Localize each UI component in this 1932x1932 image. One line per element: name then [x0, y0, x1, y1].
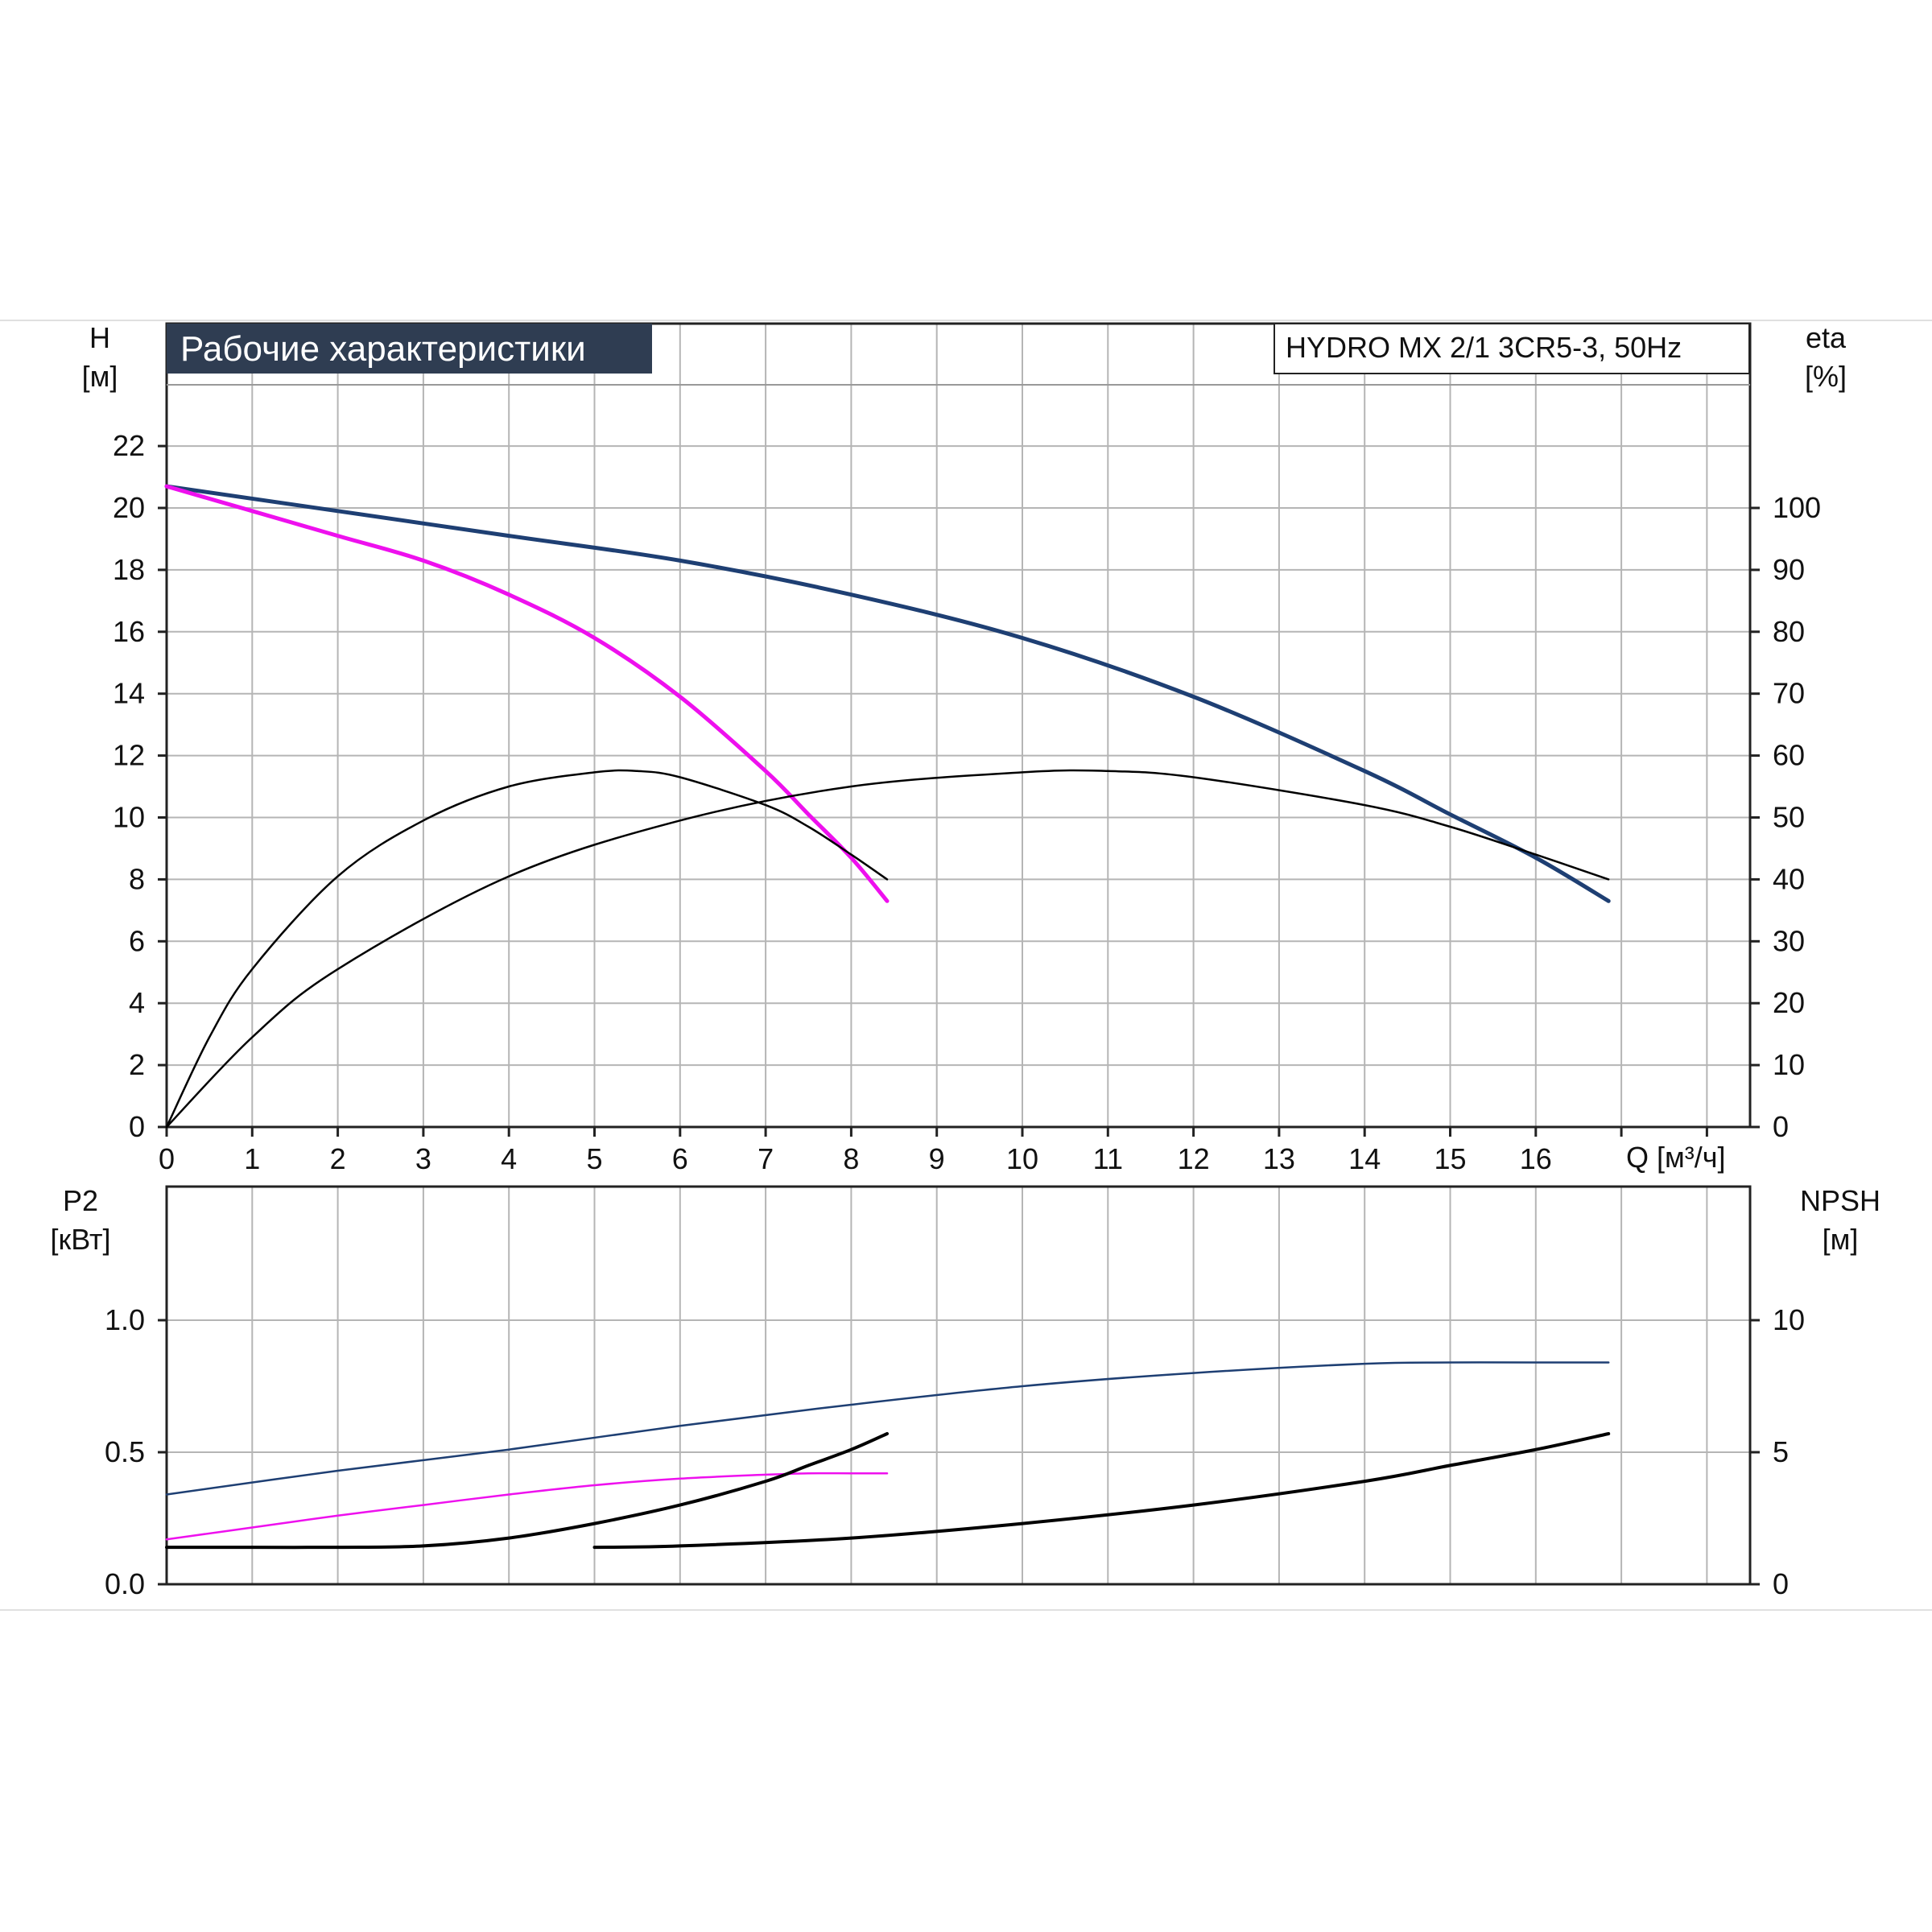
x-tick-label: 16 — [1520, 1142, 1552, 1175]
top-series-3-line — [165, 769, 1610, 1129]
x-tick-label: 15 — [1434, 1142, 1466, 1175]
bottom-right-tick-label: 5 — [1773, 1435, 1789, 1468]
top-right-tick-label: 10 — [1773, 1048, 1805, 1081]
x-tick-label: 0 — [159, 1142, 175, 1175]
top-left-tick-label: 14 — [113, 677, 145, 710]
top-left-axis-title: H — [89, 321, 110, 354]
bottom-left-tick-label: 0.5 — [105, 1435, 145, 1468]
bottom-left-axis-unit: [кВт] — [50, 1223, 110, 1256]
bottom-series-2-line — [165, 1432, 889, 1550]
top-right-tick-label: 100 — [1773, 491, 1821, 524]
top-right-tick-label: 30 — [1773, 924, 1805, 957]
bottom-grid — [167, 1187, 1750, 1584]
top-left-tick-label: 18 — [113, 553, 145, 586]
top-tick-labels: 0246810121416182022010203040506070809010… — [113, 429, 1821, 1175]
bottom-right-tick-label: 10 — [1773, 1303, 1805, 1336]
top-right-tick-label: 90 — [1773, 553, 1805, 586]
bottom-left-axis-title: P2 — [63, 1184, 98, 1217]
top-left-tick-label: 6 — [129, 924, 145, 957]
x-tick-label: 14 — [1348, 1142, 1381, 1175]
top-left-tick-label: 20 — [113, 491, 145, 524]
x-tick-label: 2 — [330, 1142, 346, 1175]
top-left-tick-label: 16 — [113, 615, 145, 648]
bottom-left-tick-label: 0.0 — [105, 1567, 145, 1600]
x-tick-label: 7 — [758, 1142, 774, 1175]
top-right-tick-label: 60 — [1773, 739, 1805, 772]
top-right-tick-label: 40 — [1773, 862, 1805, 895]
top-left-tick-label: 10 — [113, 801, 145, 834]
x-tick-label: 12 — [1178, 1142, 1210, 1175]
x-tick-label: 6 — [672, 1142, 688, 1175]
x-axis-title: Q [м³/ч] — [1626, 1141, 1726, 1174]
top-left-tick-label: 22 — [113, 429, 145, 462]
bottom-series-0-line — [165, 1361, 1610, 1496]
top-series-2-line — [165, 769, 889, 1129]
top-right-tick-label: 80 — [1773, 615, 1805, 648]
bottom-tick-labels: 0.0 0.5 1.0 0 5 10 — [105, 1303, 1805, 1600]
x-tick-label: 1 — [244, 1142, 260, 1175]
top-grid — [167, 324, 1750, 1127]
top-right-tick-label: 70 — [1773, 677, 1805, 710]
x-tick-label: 8 — [843, 1142, 859, 1175]
x-tick-label: 11 — [1093, 1142, 1123, 1175]
x-tick-label: 4 — [501, 1142, 517, 1175]
x-tick-label: 5 — [586, 1142, 602, 1175]
top-left-tick-label: 2 — [129, 1048, 145, 1081]
bottom-series-3-line — [592, 1432, 1611, 1550]
bottom-series-1-line — [165, 1472, 889, 1541]
top-right-axis-title: eta — [1806, 321, 1847, 354]
top-series-0-line — [164, 484, 1611, 903]
x-tick-label: 13 — [1263, 1142, 1295, 1175]
chart-title: Рабочие характеристики — [180, 329, 586, 369]
bottom-right-tick-label: 0 — [1773, 1567, 1789, 1600]
top-plot-frame — [165, 322, 1752, 1129]
bottom-right-axis-title: NPSH — [1800, 1184, 1880, 1217]
top-left-axis-unit: [м] — [82, 360, 118, 393]
bottom-curves — [165, 1361, 1611, 1550]
top-curves — [164, 484, 1611, 1129]
top-left-tick-label: 0 — [129, 1110, 145, 1143]
top-left-tick-label: 8 — [129, 862, 145, 895]
bottom-plot-frame — [165, 1185, 1752, 1586]
top-right-axis-unit: [%] — [1805, 360, 1847, 393]
bottom-right-axis-unit: [м] — [1823, 1223, 1859, 1256]
bottom-left-tick-label: 1.0 — [105, 1303, 145, 1336]
x-tick-label: 10 — [1006, 1142, 1038, 1175]
model-box — [1274, 323, 1750, 374]
top-right-tick-label: 50 — [1773, 801, 1805, 834]
chart-subtitle: HYDRO MX 2/1 3CR5-3, 50Hz — [1286, 331, 1682, 364]
top-right-tick-label: 0 — [1773, 1110, 1789, 1143]
top-series-1-line — [164, 484, 890, 903]
top-left-tick-label: 12 — [113, 739, 145, 772]
x-tick-label: 3 — [415, 1142, 431, 1175]
title-box — [167, 324, 652, 374]
top-left-tick-label: 4 — [129, 986, 145, 1019]
top-right-tick-label: 20 — [1773, 986, 1805, 1019]
x-tick-label: 9 — [929, 1142, 945, 1175]
